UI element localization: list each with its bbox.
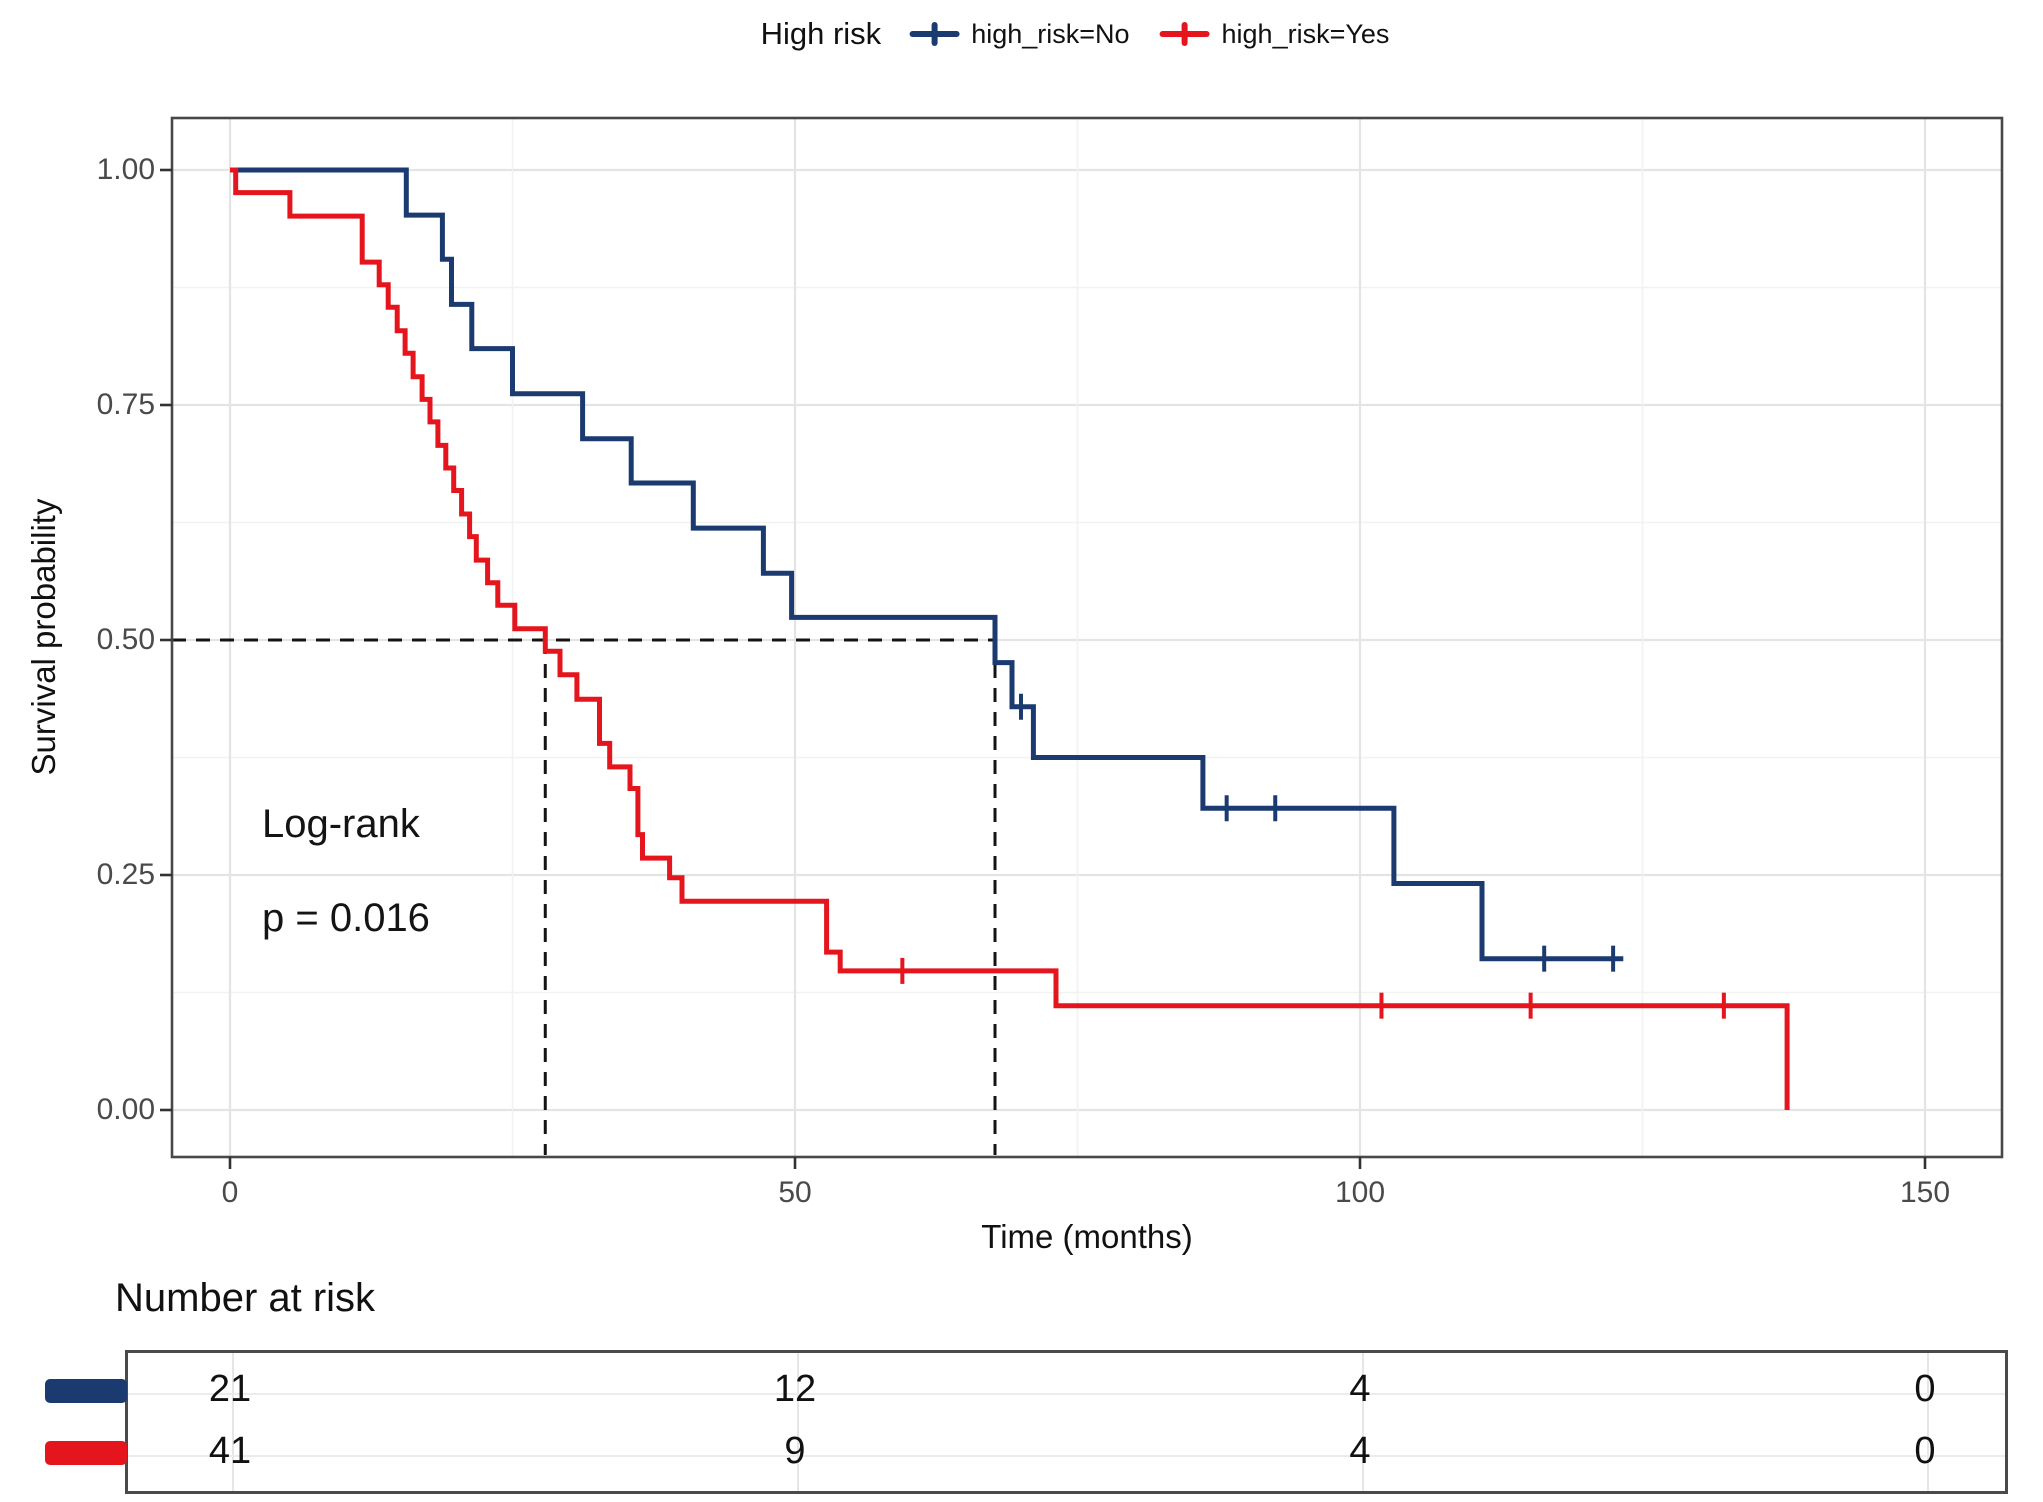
risk-row-color-key <box>45 1441 127 1465</box>
risk-count: 12 <box>773 1368 817 1410</box>
y-axis-title: Survival probability <box>25 498 62 776</box>
y-tick-label: 0.75 <box>96 388 155 421</box>
risk-table-gridline <box>797 1353 799 1491</box>
y-tick-label: 0.25 <box>96 858 155 891</box>
risk-count: 4 <box>1349 1430 1371 1472</box>
risk-count: 0 <box>1914 1430 1936 1472</box>
x-tick-label: 0 <box>221 1176 239 1209</box>
x-axis-title: Time (months) <box>981 1218 1193 1255</box>
panel-border <box>170 116 2004 1159</box>
risk-count: 4 <box>1349 1368 1371 1410</box>
legend: High risk high_risk=No high_risk=Yes <box>761 16 1390 52</box>
x-tick-label: 150 <box>1899 1176 1951 1209</box>
logrank-label: Log-rank <box>262 802 420 846</box>
risk-table-gridline <box>232 1353 234 1491</box>
number-at-risk-title: Number at risk <box>115 1276 376 1320</box>
legend-key-cross <box>1181 22 1188 46</box>
legend-entries: high_risk=No high_risk=Yes <box>909 18 1389 50</box>
y-tick-label: 0.00 <box>96 1093 155 1126</box>
risk-count: 21 <box>208 1368 252 1410</box>
legend-key-plus-icon <box>1159 18 1210 50</box>
risk-count: 41 <box>208 1430 252 1472</box>
x-tick-label: 50 <box>778 1176 812 1209</box>
number-at-risk-table <box>125 1350 2008 1494</box>
risk-count: 0 <box>1914 1368 1936 1410</box>
legend-entry-label: high_risk=Yes <box>1221 18 1390 49</box>
p-value-label: p = 0.016 <box>262 896 430 940</box>
y-tick-label: 1.00 <box>96 153 155 186</box>
survival-curve-no <box>230 167 1624 962</box>
legend-key-plus-icon <box>909 18 960 50</box>
survival-curve-yes <box>230 167 1790 1110</box>
risk-table-gridline <box>1362 1353 1364 1491</box>
risk-table-gridline <box>1927 1353 1929 1491</box>
risk-row-color-key <box>45 1379 127 1403</box>
risk-table-gridline <box>128 1393 2005 1395</box>
legend-entry-label: high_risk=No <box>971 18 1130 49</box>
y-tick-label: 0.50 <box>96 623 155 656</box>
legend-key-cross <box>931 22 938 46</box>
legend-entry: high_risk=Yes <box>1159 18 1390 50</box>
risk-table-gridline <box>128 1455 2005 1457</box>
legend-title: High risk <box>760 16 882 51</box>
legend-entry: high_risk=No <box>909 18 1130 50</box>
x-tick-label: 100 <box>1334 1176 1386 1209</box>
risk-count: 9 <box>784 1430 806 1472</box>
